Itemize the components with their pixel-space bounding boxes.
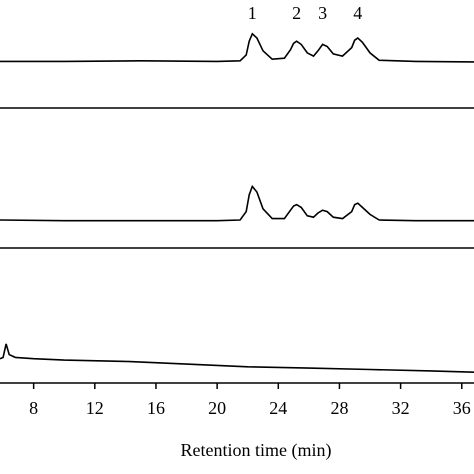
x-tick-label: 20 (208, 398, 226, 418)
x-tick-label: 12 (86, 398, 104, 418)
peak-label: 3 (318, 3, 327, 23)
peak-label: 2 (292, 3, 301, 23)
x-tick-label: 32 (392, 398, 410, 418)
x-tick-label: 8 (29, 398, 38, 418)
peak-label: 4 (353, 3, 362, 23)
peak-label: 1 (248, 3, 257, 23)
x-tick-label: 36 (453, 398, 471, 418)
x-axis-label: Retention time (min) (181, 440, 332, 461)
x-tick-label: 28 (330, 398, 348, 418)
x-tick-label: 24 (269, 398, 287, 418)
x-tick-label: 16 (147, 398, 165, 418)
trace (0, 184, 474, 222)
trace (0, 32, 474, 63)
trace (0, 343, 474, 373)
